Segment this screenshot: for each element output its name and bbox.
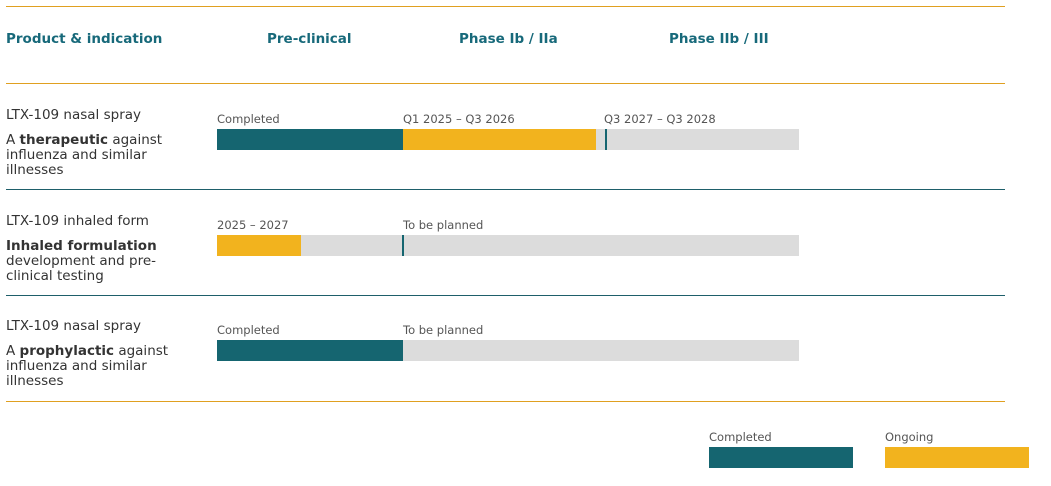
legend-swatch bbox=[885, 447, 1029, 468]
bar-label: Q3 2027 – Q3 2028 bbox=[604, 112, 716, 126]
description: A prophylactic against influenza and sim… bbox=[6, 344, 171, 389]
header-phase: Phase IIb / III bbox=[669, 31, 769, 47]
description: Inhaled formulation development and pre-… bbox=[6, 239, 171, 284]
bar-label: 2025 – 2027 bbox=[217, 218, 289, 232]
rule bbox=[6, 401, 1005, 402]
ongoing-bar bbox=[403, 129, 596, 150]
rule bbox=[6, 295, 1005, 296]
rule bbox=[6, 6, 1005, 7]
bar-label: To be planned bbox=[403, 323, 484, 337]
legend-label: Ongoing bbox=[885, 430, 934, 444]
header-phase: Phase Ib / IIa bbox=[459, 31, 558, 47]
header-phase: Pre-clinical bbox=[267, 31, 352, 47]
text: A bbox=[6, 343, 20, 359]
text: against influenza and similar illnesses bbox=[6, 132, 163, 178]
rule bbox=[6, 189, 1005, 190]
ongoing-bar bbox=[217, 235, 301, 256]
completed-bar bbox=[217, 129, 403, 150]
rule bbox=[6, 83, 1005, 84]
bar-label: Completed bbox=[217, 112, 280, 126]
bar-label: Q1 2025 – Q3 2026 bbox=[403, 112, 515, 126]
track bbox=[217, 235, 799, 256]
description: A therapeutic against influenza and simi… bbox=[6, 133, 171, 178]
text: therapeutic bbox=[19, 132, 109, 148]
milestone bbox=[402, 235, 404, 256]
product-name: LTX-109 inhaled form bbox=[6, 213, 149, 229]
text: prophylactic bbox=[19, 343, 115, 359]
bar-label: To be planned bbox=[403, 218, 484, 232]
completed-bar bbox=[217, 340, 403, 361]
text: A bbox=[6, 132, 20, 148]
bar-label: Completed bbox=[217, 323, 280, 337]
text: against influenza and similar illnesses bbox=[6, 343, 169, 389]
milestone bbox=[605, 129, 607, 150]
header-product: Product & indication bbox=[6, 31, 163, 47]
product-name: LTX-109 nasal spray bbox=[6, 107, 142, 123]
text: development and pre-clinical testing bbox=[6, 253, 157, 284]
legend-swatch bbox=[709, 447, 853, 468]
legend-label: Completed bbox=[709, 430, 772, 444]
product-name: LTX-109 nasal spray bbox=[6, 318, 142, 334]
text: Inhaled formulation bbox=[6, 238, 157, 254]
